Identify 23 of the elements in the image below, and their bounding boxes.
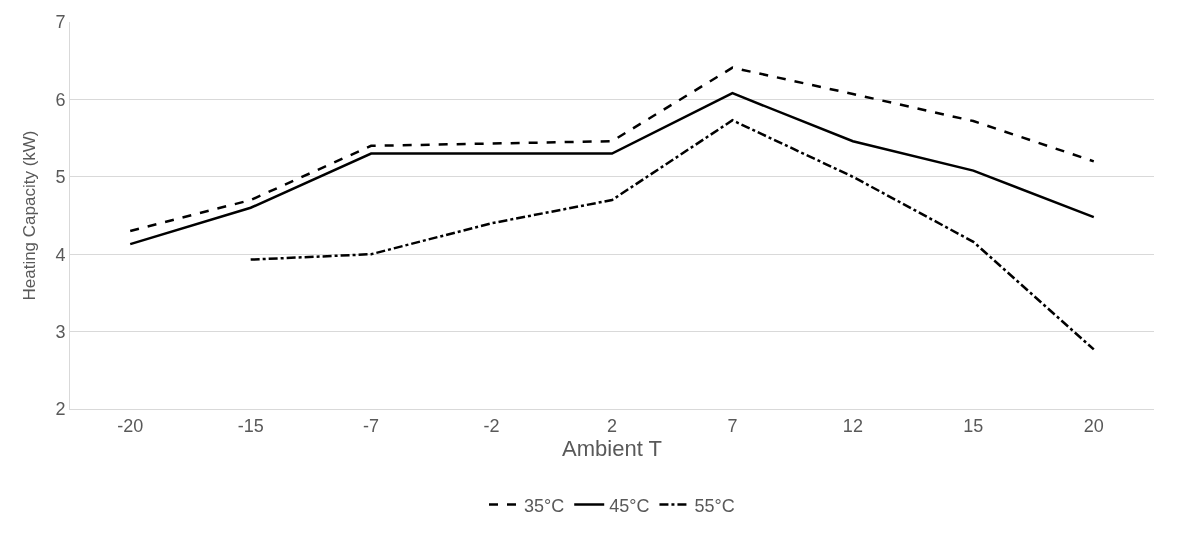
y-tick-label: 6 bbox=[55, 89, 66, 110]
x-tick-label: 2 bbox=[606, 415, 618, 436]
y-tick-label: 5 bbox=[55, 167, 66, 188]
x-tick-label: -20 bbox=[117, 415, 144, 436]
x-tick-label: -2 bbox=[483, 415, 500, 436]
y-tick-label: 7 bbox=[55, 12, 66, 33]
x-tick-label: 12 bbox=[842, 415, 863, 436]
y-tick-label: 2 bbox=[55, 399, 66, 420]
x-tick-label: -7 bbox=[363, 415, 380, 436]
legend-label: 55°C bbox=[694, 495, 735, 516]
line-series bbox=[128, 91, 1096, 246]
x-tick-label: 7 bbox=[727, 415, 738, 436]
legend-label: 45°C bbox=[609, 495, 650, 516]
line-series bbox=[249, 119, 1096, 351]
x-tick-label: 15 bbox=[963, 415, 984, 436]
y-tick-label: 4 bbox=[55, 244, 66, 265]
x-tick-label: -15 bbox=[237, 415, 264, 436]
y-tick-label: 3 bbox=[55, 321, 66, 342]
x-axis-title: Ambient T bbox=[562, 435, 662, 461]
x-tick-label: 20 bbox=[1083, 415, 1104, 436]
line-series bbox=[128, 66, 1096, 233]
y-axis-title: Heating Capacity (kW) bbox=[19, 130, 39, 301]
legend-label: 35°C bbox=[524, 495, 565, 516]
